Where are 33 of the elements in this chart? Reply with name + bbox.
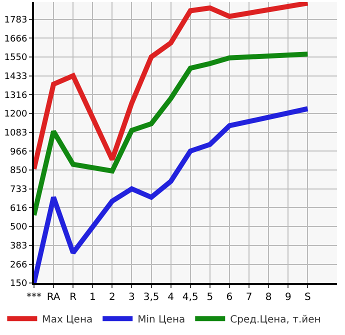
y-tick-label: 966 — [10, 147, 28, 158]
x-tick-label: 1 — [89, 292, 96, 303]
y-tick-label: 1783 — [4, 15, 28, 26]
x-tick-label: 6 — [226, 292, 233, 303]
x-tick-label: RA — [46, 292, 60, 303]
x-tick-label: S — [304, 292, 311, 303]
y-tick-label: 616 — [10, 204, 28, 214]
y-tick-label: 1083 — [4, 128, 28, 138]
y-tick-label: 1550 — [4, 53, 28, 64]
x-tick-label: 3,5 — [143, 292, 160, 303]
x-tick-label: 4 — [168, 292, 174, 303]
legend-label: Сред.Цена, т.йен — [230, 314, 321, 326]
y-tick-label: 850 — [10, 166, 28, 176]
y-tick-label: 733 — [10, 185, 28, 195]
legend-label: Min Цена — [138, 314, 186, 326]
y-tick-label: 383 — [10, 242, 28, 252]
x-tick-label: 3 — [128, 292, 135, 303]
y-tick-label: 500 — [10, 222, 28, 233]
x-tick-label: 5 — [206, 292, 214, 303]
y-tick-label: 150 — [10, 279, 28, 290]
x-tick-label: *** — [26, 292, 42, 303]
y-tick-label: 1316 — [4, 90, 28, 101]
y-tick-label: 1200 — [4, 110, 28, 120]
x-tick-label: 4,5 — [182, 292, 198, 303]
y-tick-label: 1666 — [4, 34, 28, 44]
y-tick-label: 266 — [10, 260, 28, 270]
x-tick-label: 7 — [246, 292, 252, 303]
x-tick-label: 8 — [265, 292, 272, 303]
y-tick-label: 1433 — [4, 72, 28, 82]
x-tick-label: 2 — [109, 292, 116, 303]
legend-label: Max Цена — [42, 314, 93, 326]
x-tick-label: R — [70, 292, 77, 303]
x-tick-label: 9 — [284, 292, 292, 303]
